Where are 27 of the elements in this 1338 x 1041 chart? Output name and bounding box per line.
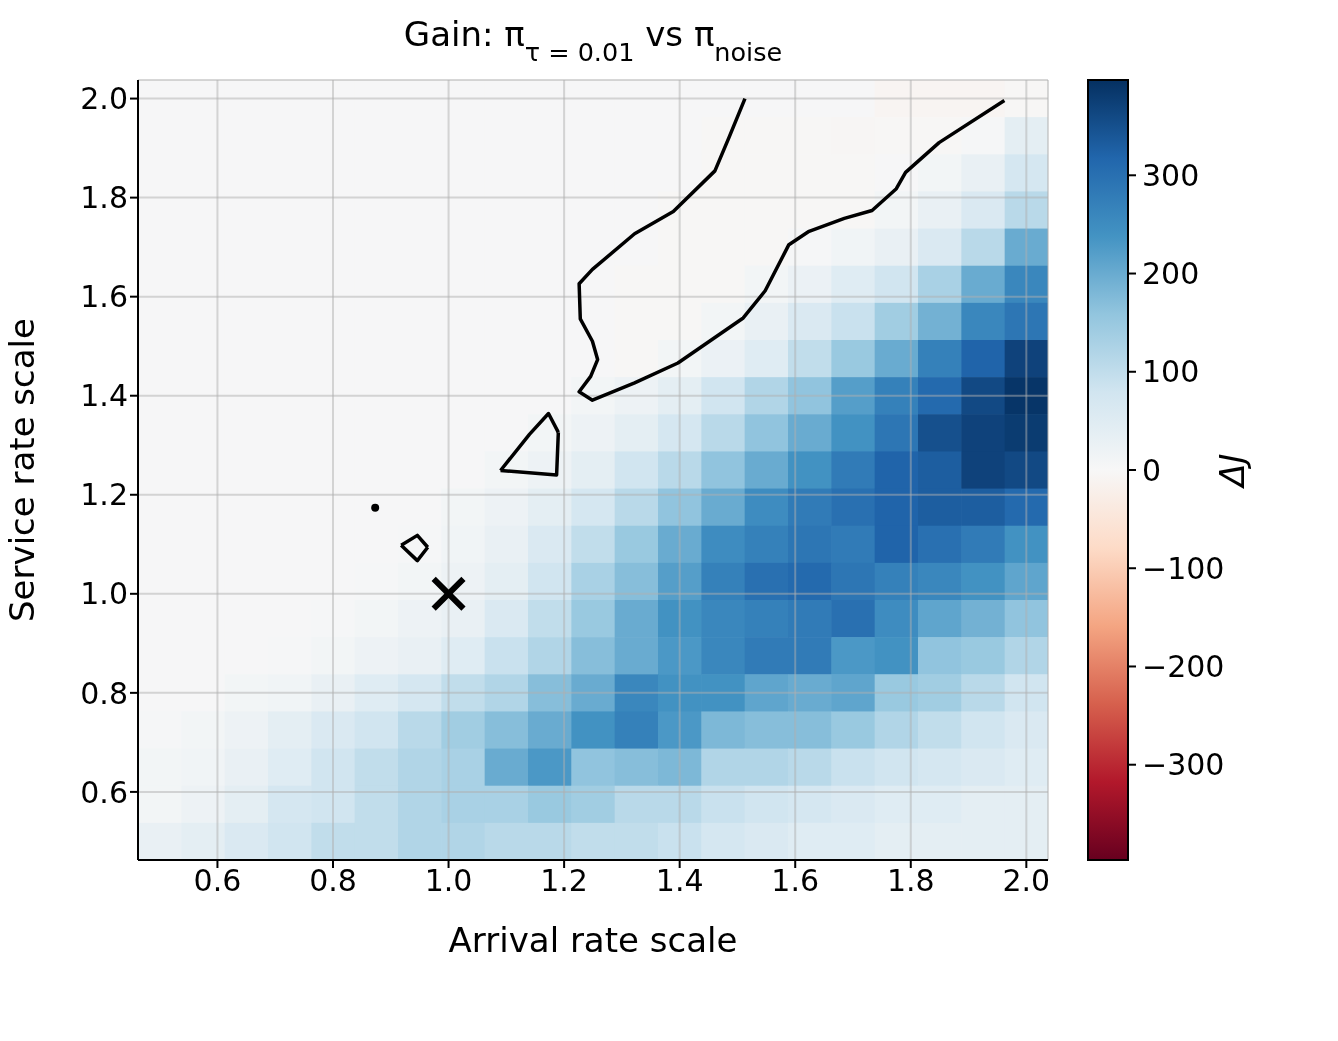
x-axis-title: Arrival rate scale [448, 920, 738, 960]
x-tick-label: 0.8 [309, 863, 357, 899]
color-bar-label: 300 [1142, 157, 1200, 193]
color-bar-label: −100 [1142, 550, 1225, 586]
x-tick-label: 1.2 [540, 863, 588, 899]
y-tick-label: 0.6 [80, 774, 128, 810]
chart-title: Gain: π$_{τ = 0.01}$ vs π$_{noise}$ [403, 14, 783, 67]
x-tick-label: 1.0 [424, 863, 473, 899]
y-tick-label: 1.6 [80, 279, 128, 315]
color-bar-label: −300 [1142, 747, 1225, 783]
color-bar-label: 100 [1142, 354, 1200, 390]
x-tick-label: 2.0 [1002, 863, 1051, 899]
color-bar-label: 200 [1142, 256, 1200, 292]
y-tick-label: 1.0 [80, 576, 128, 612]
x-tick-label: 1.4 [655, 863, 704, 899]
y-tick-label: 0.8 [80, 675, 128, 711]
y-tick-label: 1.8 [80, 180, 128, 216]
color-bar-label: −200 [1142, 648, 1225, 684]
x-tick-label: 0.6 [193, 863, 242, 899]
y-tick-label: 1.2 [80, 477, 128, 513]
y-tick-label: 1.4 [80, 378, 128, 414]
color-bar-title: ΔJ [1212, 453, 1252, 490]
x-tick-label: 1.6 [771, 863, 820, 899]
x-tick-label: 1.8 [886, 863, 935, 899]
y-axis-title: Service rate scale [2, 318, 43, 622]
y-tick-label: 2.0 [80, 81, 128, 117]
color-bar-label: 0 [1142, 452, 1162, 488]
